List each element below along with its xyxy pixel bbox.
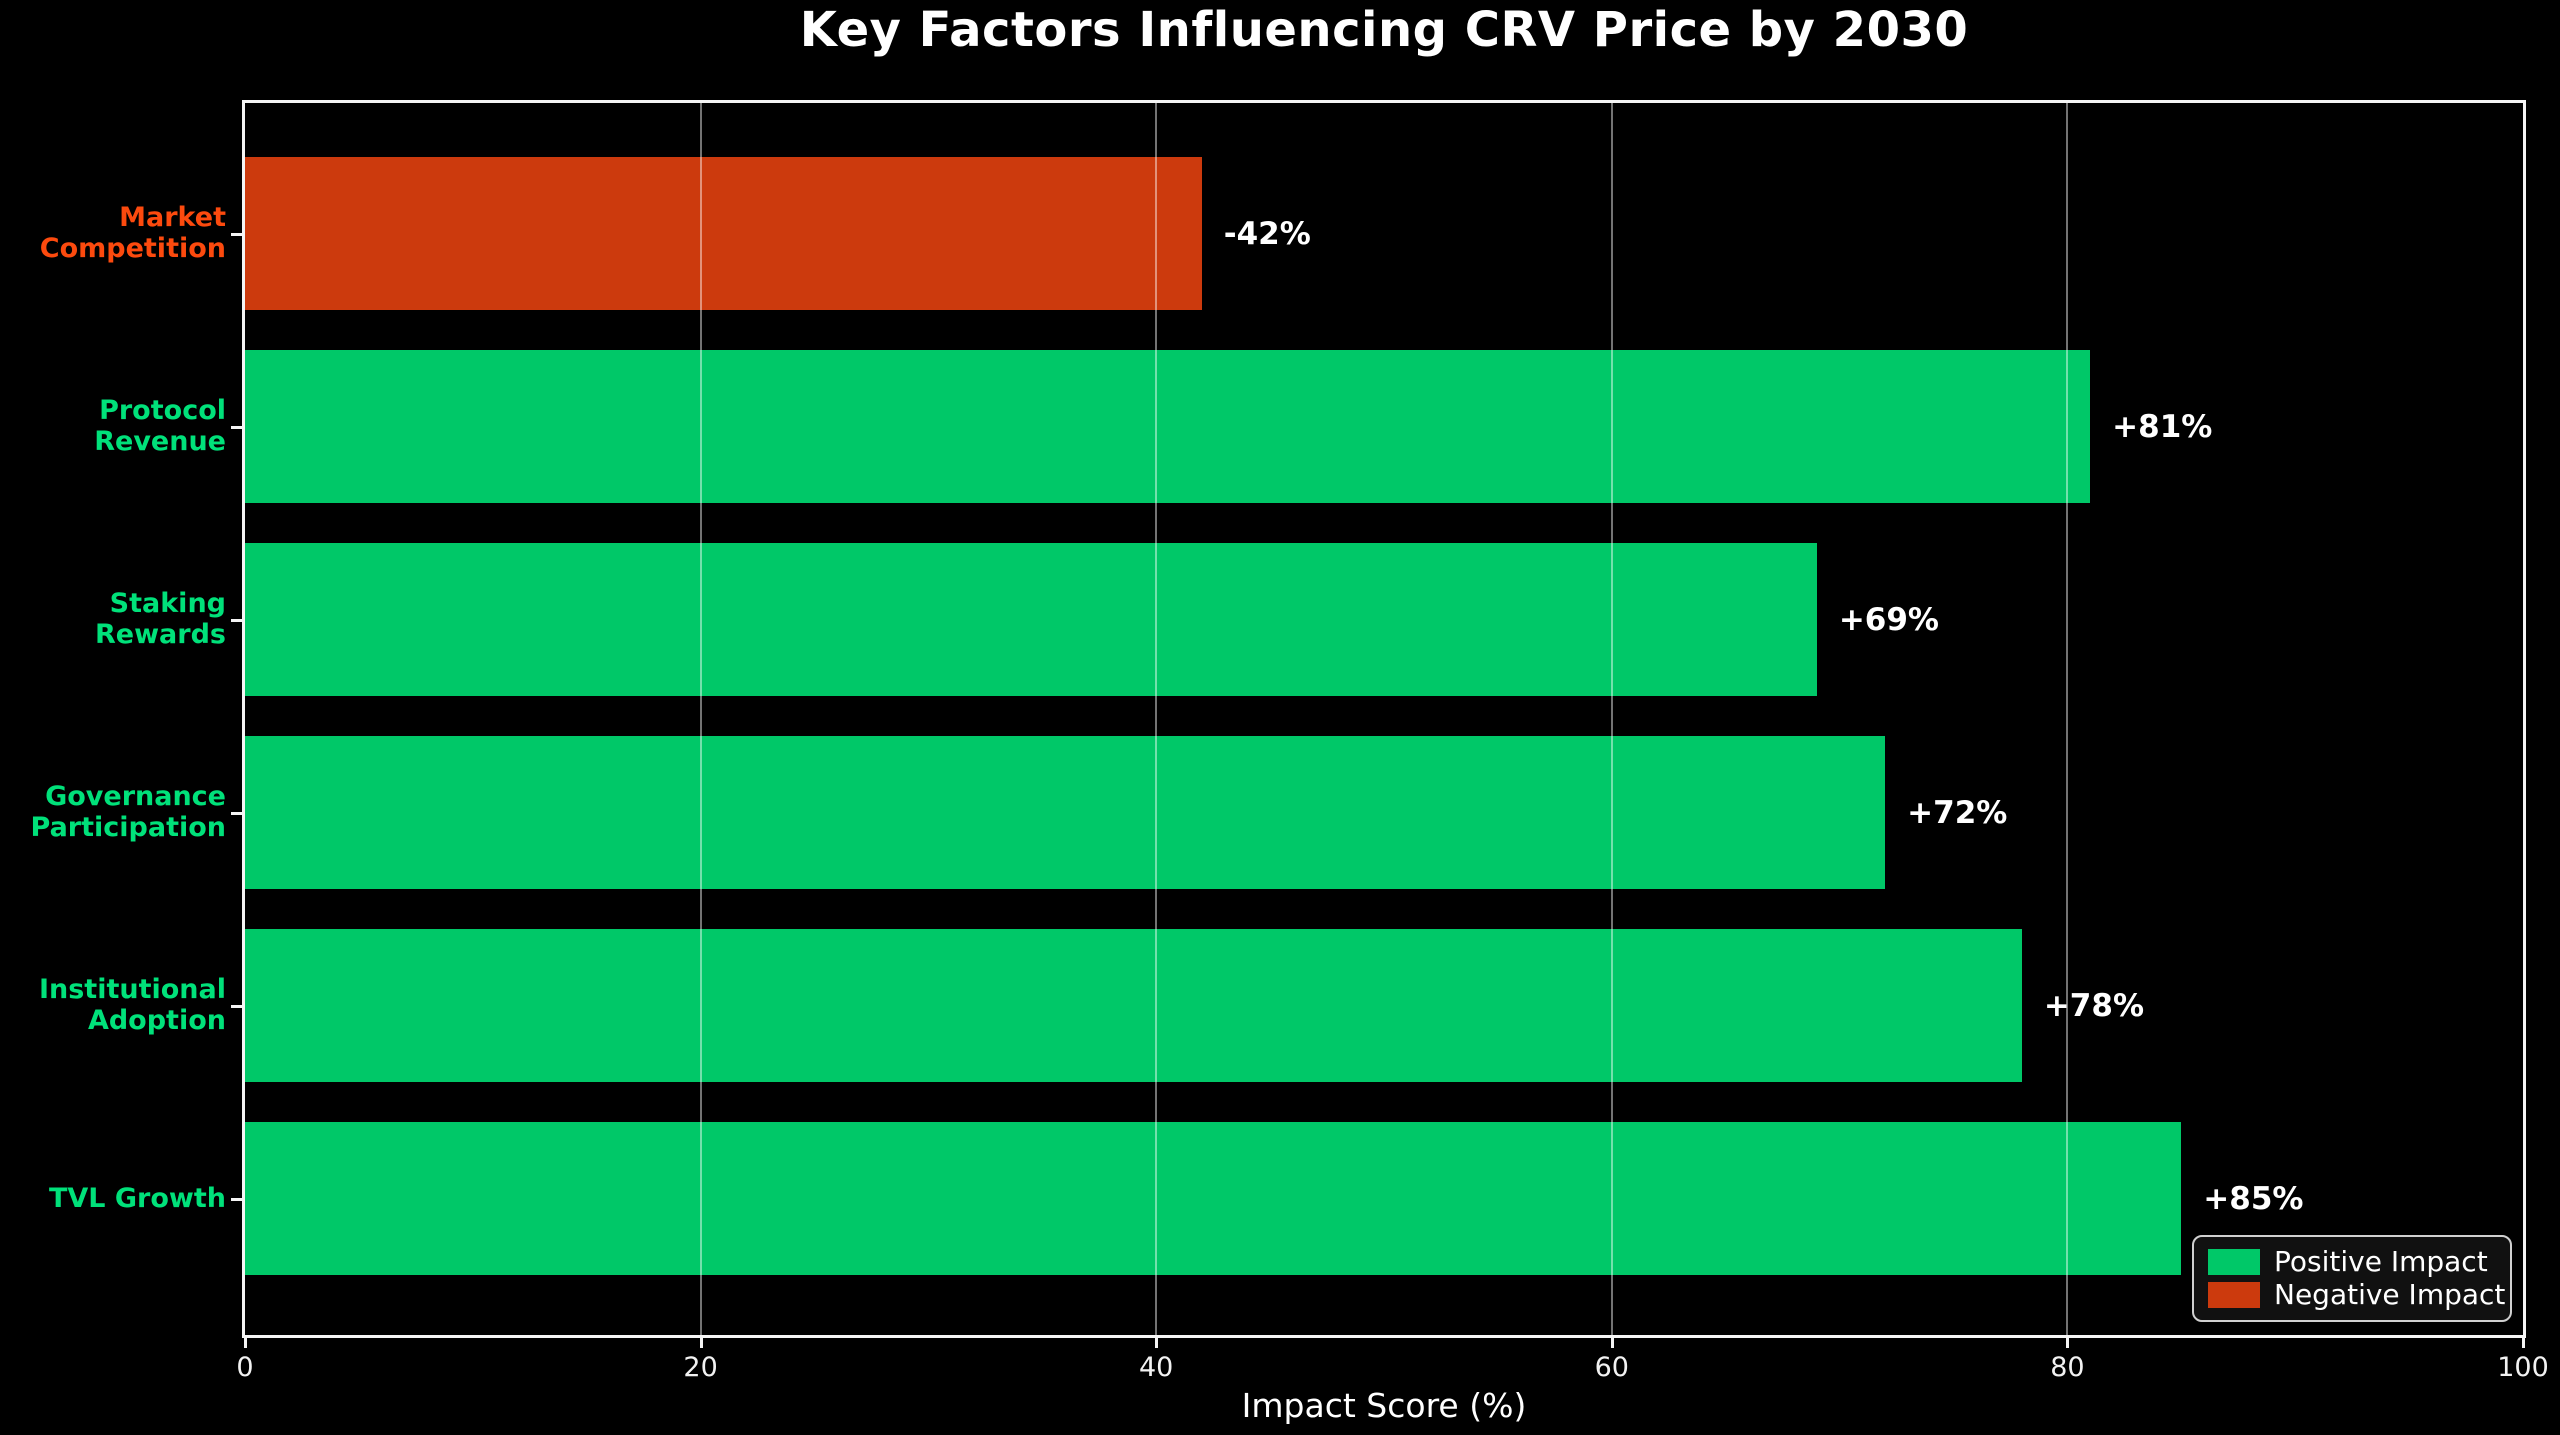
plot-area: -42% +81% +69% +72% +78% +85% bbox=[242, 100, 2526, 1338]
legend-item-negative: Negative Impact bbox=[2208, 1281, 2505, 1309]
gridline-20 bbox=[699, 103, 702, 1335]
x-tick-mark-0 bbox=[244, 1335, 247, 1348]
bar-value-label-staking-rewards: +69% bbox=[1838, 601, 1939, 638]
chart-title: Key Factors Influencing CRV Price by 203… bbox=[799, 2, 1969, 58]
y-tick-mark-governance-participation bbox=[231, 811, 242, 815]
bar-market-competition bbox=[245, 157, 1202, 310]
y-tick-mark-staking-rewards bbox=[231, 618, 242, 622]
x-tick-mark-80 bbox=[2066, 1335, 2070, 1348]
x-axis-label: Impact Score (%) bbox=[1241, 1386, 1527, 1425]
bar-governance-participation bbox=[245, 736, 1886, 889]
legend-label-negative: Negative Impact bbox=[2274, 1278, 2506, 1311]
y-tick-mark-tvl-growth bbox=[231, 1197, 242, 1201]
legend-item-positive: Positive Impact bbox=[2208, 1248, 2496, 1276]
bar-tvl-growth bbox=[245, 1122, 2182, 1275]
x-tick-label-20: 20 bbox=[683, 1352, 718, 1383]
bar-protocol-revenue bbox=[245, 350, 2091, 503]
y-axis-label-market-competition: Market Competition bbox=[39, 201, 226, 265]
bar-value-label-tvl-growth: +85% bbox=[2203, 1180, 2304, 1217]
bar-value-label-market-competition: -42% bbox=[1223, 215, 1311, 252]
y-axis-label-institutional-adoption: Institutional Adoption bbox=[38, 973, 226, 1037]
legend-swatch-negative-icon bbox=[2208, 1282, 2260, 1308]
bar-value-label-governance-participation: +72% bbox=[1907, 794, 2008, 831]
x-tick-mark-20 bbox=[699, 1335, 703, 1348]
legend-label-positive: Positive Impact bbox=[2274, 1245, 2488, 1278]
y-tick-mark-institutional-adoption bbox=[231, 1004, 242, 1008]
y-axis-label-tvl-growth: TVL Growth bbox=[48, 1182, 226, 1214]
legend-swatch-positive-icon bbox=[2208, 1249, 2260, 1275]
x-tick-mark-60 bbox=[1610, 1335, 1614, 1348]
y-axis-label-governance-participation: Governance Participation bbox=[30, 780, 227, 844]
legend: Positive Impact Negative Impact bbox=[2192, 1235, 2512, 1322]
x-tick-label-100: 100 bbox=[2497, 1352, 2549, 1383]
gridline-60 bbox=[1610, 103, 1613, 1335]
gridline-40 bbox=[1155, 103, 1158, 1335]
x-tick-label-80: 80 bbox=[2050, 1352, 2085, 1383]
x-tick-label-40: 40 bbox=[1139, 1352, 1174, 1383]
bar-institutional-adoption bbox=[245, 929, 2022, 1082]
y-axis-label-protocol-revenue: Protocol Revenue bbox=[94, 394, 226, 458]
x-tick-mark-100 bbox=[2522, 1335, 2525, 1348]
x-tick-mark-40 bbox=[1155, 1335, 1159, 1348]
y-axis-label-staking-rewards: Staking Rewards bbox=[95, 587, 226, 651]
x-tick-label-60: 60 bbox=[1594, 1352, 1629, 1383]
y-tick-mark-protocol-revenue bbox=[231, 425, 242, 429]
gridline-80 bbox=[2066, 103, 2069, 1335]
bar-value-label-protocol-revenue: +81% bbox=[2112, 408, 2213, 445]
y-tick-mark-market-competition bbox=[231, 232, 242, 236]
x-tick-label-0: 0 bbox=[236, 1352, 254, 1383]
bar-staking-rewards bbox=[245, 543, 1817, 696]
bar-value-label-institutional-adoption: +78% bbox=[2043, 987, 2145, 1024]
